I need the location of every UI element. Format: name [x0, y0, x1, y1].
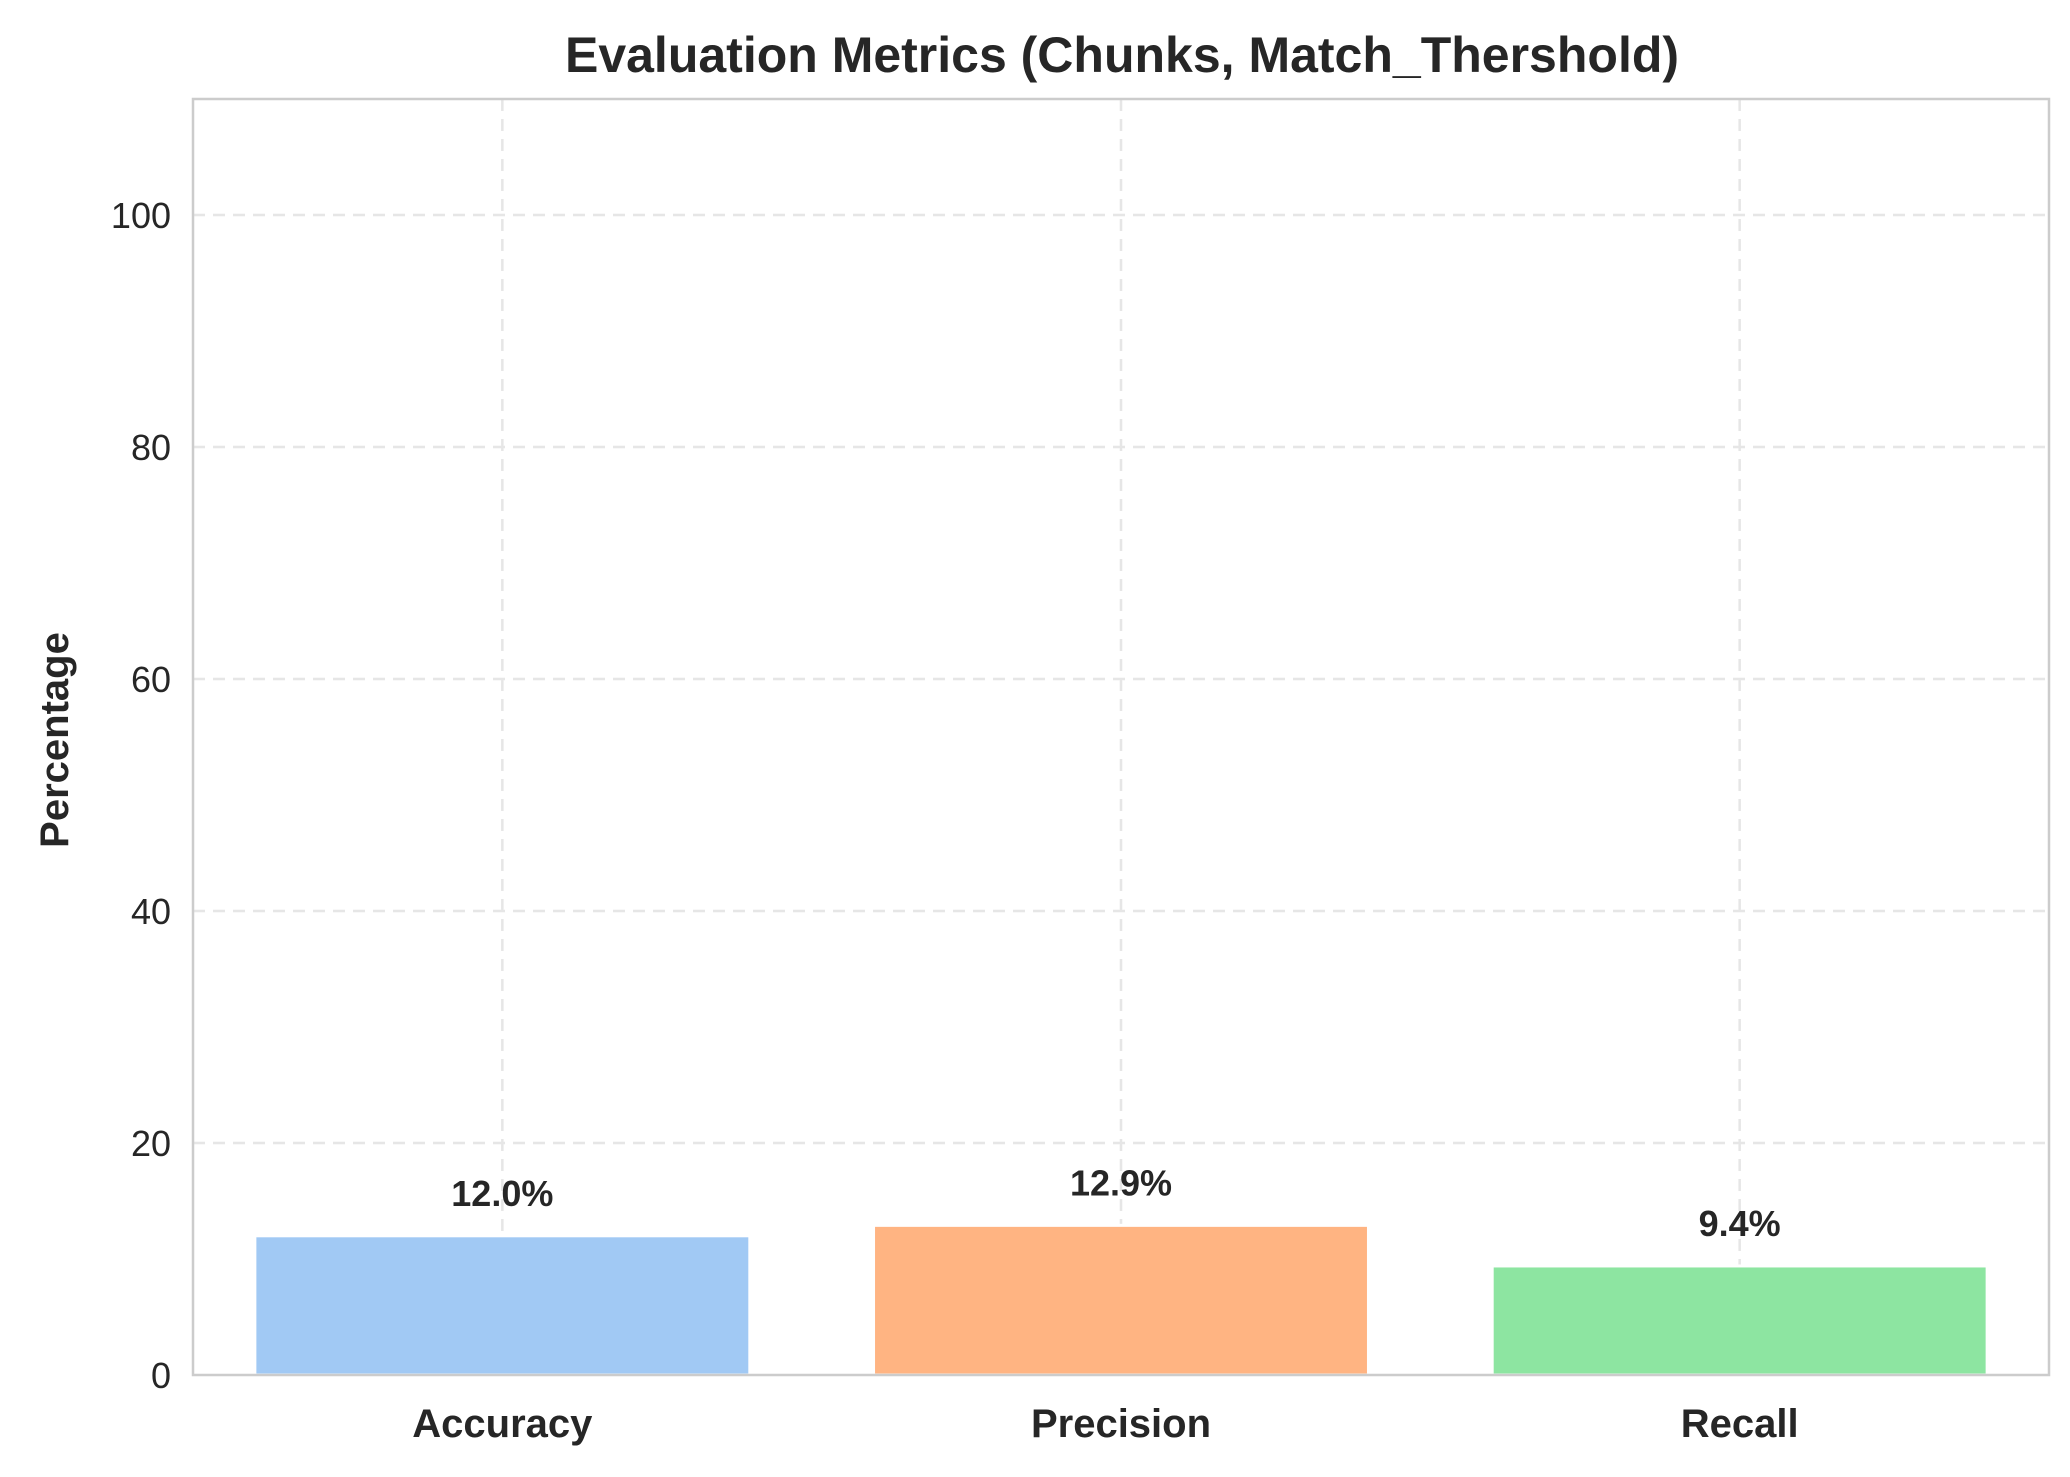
- data-label-precision: 12.9%: [1070, 1162, 1172, 1203]
- y-tick-label: 100: [111, 195, 171, 236]
- x-tick-label-precision: Precision: [1031, 1402, 1211, 1446]
- grid-lines: [193, 99, 2049, 1375]
- y-tick-label: 60: [131, 659, 171, 700]
- bar-recall: [1490, 1264, 1989, 1377]
- plot-frame: [191, 97, 2051, 1377]
- bar-accuracy: [253, 1234, 752, 1377]
- y-tick-label: 40: [131, 891, 171, 932]
- data-labels: 12.0% 12.9% 9.4%: [451, 1162, 1780, 1244]
- x-tick-label-accuracy: Accuracy: [412, 1402, 593, 1446]
- bars: [253, 1223, 1989, 1377]
- data-label-recall: 9.4%: [1699, 1203, 1781, 1244]
- y-axis-label: Percentage: [33, 632, 77, 848]
- tick-labels: 0 20 40 60 80 100 Accuracy Precision Recall: [111, 195, 1799, 1446]
- y-tick-label: 80: [131, 427, 171, 468]
- y-tick-label: 0: [151, 1355, 171, 1396]
- bar-precision: [872, 1223, 1370, 1377]
- chart-title: Evaluation Metrics (Chunks, Match_Thersh…: [565, 27, 1679, 83]
- y-tick-label: 20: [131, 1123, 171, 1164]
- x-tick-label-recall: Recall: [1681, 1402, 1799, 1446]
- data-label-accuracy: 12.0%: [451, 1173, 553, 1214]
